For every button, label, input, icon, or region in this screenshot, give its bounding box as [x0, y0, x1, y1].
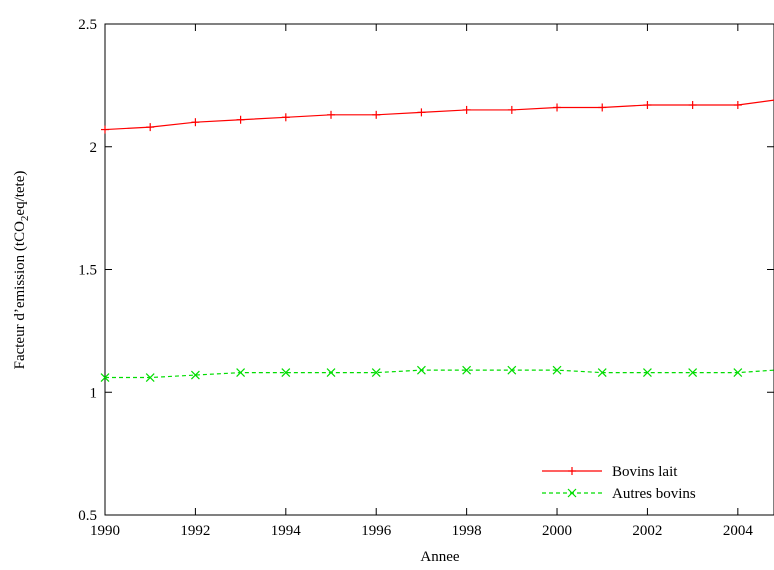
data-point-marker — [236, 115, 245, 124]
data-point-marker — [643, 101, 652, 110]
data-point-marker — [372, 110, 381, 119]
data-point-marker — [507, 365, 517, 375]
y-tick-label: 0.5 — [78, 508, 97, 524]
y-tick-label: 2 — [90, 140, 98, 156]
data-point-marker — [371, 368, 381, 378]
data-point-marker — [326, 368, 336, 378]
legend-label-autres-bovins: Autres bovins — [612, 486, 696, 502]
series-line-1 — [105, 369, 774, 379]
y-tick-label: 1.5 — [78, 263, 97, 279]
data-point-marker — [733, 368, 743, 378]
data-point-marker — [553, 103, 562, 112]
x-tick-label: 1990 — [90, 523, 120, 539]
x-tick-label: 2000 — [542, 523, 572, 539]
data-point-marker — [688, 368, 698, 378]
y-axis-label: Facteur d’emission (tCO2eq/tete) — [12, 171, 31, 370]
legend-marker — [568, 467, 576, 475]
y-tick-label: 2.5 — [78, 17, 97, 33]
data-point-marker — [327, 110, 336, 119]
data-point-marker — [146, 123, 155, 132]
legend-marker — [567, 488, 577, 498]
x-tick-label: 1992 — [180, 523, 210, 539]
x-tick-label: 1998 — [452, 523, 482, 539]
x-tick-label: 2002 — [632, 523, 662, 539]
data-point-marker — [598, 103, 607, 112]
y-axis-label-subscript: 2 — [19, 216, 31, 222]
data-point-marker — [236, 368, 246, 378]
legend-label-bovins-lait: Bovins lait — [612, 464, 678, 480]
x-tick-label: 1996 — [361, 523, 392, 539]
data-point-marker — [416, 365, 426, 375]
data-point-marker — [597, 368, 607, 378]
data-point-marker — [462, 105, 471, 114]
y-tick-label: 1 — [90, 385, 98, 401]
data-point-marker — [733, 101, 742, 110]
data-point-marker — [100, 373, 110, 382]
x-axis-label: Annee — [420, 549, 459, 565]
legend-markers — [567, 467, 577, 498]
data-point-marker — [281, 113, 290, 122]
data-point-marker — [417, 108, 426, 117]
data-point-marker — [190, 370, 200, 380]
plot-frame — [104, 23, 774, 516]
series-line-0 — [104, 99, 774, 131]
y-axis-label-tail: eq/tete) — [12, 171, 28, 216]
data-point-marker — [191, 118, 200, 127]
data-point-marker — [507, 105, 516, 114]
data-point-marker — [643, 368, 652, 378]
series-layer — [100, 99, 774, 382]
data-point-marker — [552, 365, 562, 375]
y-axis-label-main: Facteur d’emission (tCO — [12, 221, 28, 369]
x-axis-ticks: 1990 1992 1994 1996 1998 2000 2002 2004 — [90, 24, 753, 539]
y-axis-ticks: 0.5 1 1.5 2 2.5 — [78, 17, 774, 524]
data-point-marker — [281, 368, 291, 378]
legend: Bovins lait Autres bovins — [542, 464, 696, 502]
data-point-marker — [462, 365, 472, 375]
data-point-marker — [688, 101, 697, 110]
data-point-marker — [145, 373, 155, 382]
x-tick-label: 2004 — [723, 523, 754, 539]
x-tick-label: 1994 — [271, 523, 302, 539]
data-point-marker — [101, 125, 109, 134]
